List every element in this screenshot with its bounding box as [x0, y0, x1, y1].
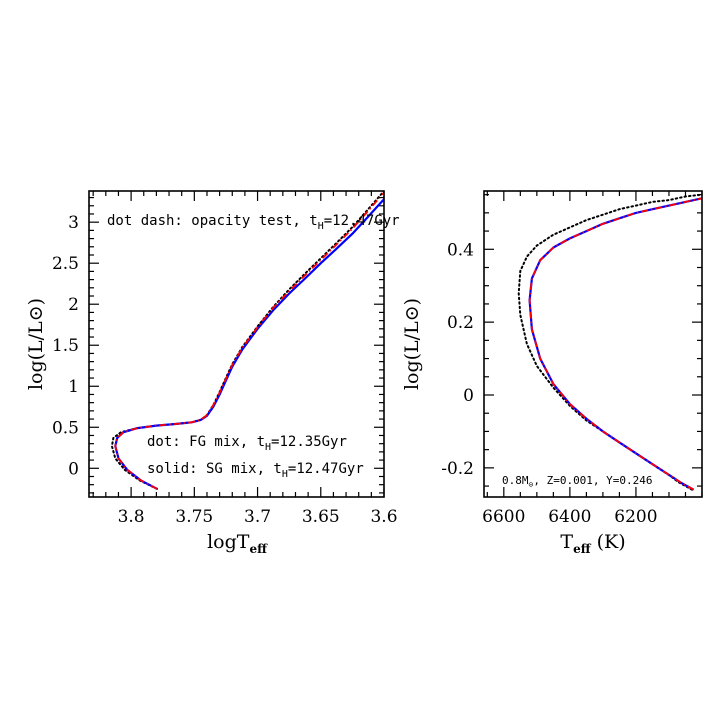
x-tick-label: 3.75 — [175, 507, 213, 527]
series-line-dashdot — [528, 197, 702, 491]
left-curves — [110, 191, 384, 490]
left-tick-labels: 3.8 3.75 3.7 3.65 3.6 0 0.5 1 1.5 2 2.5 3 — [52, 213, 398, 527]
x-tick-label: 3.65 — [302, 507, 340, 527]
y-tick-label: 3 — [68, 213, 79, 233]
x-tick-label: 6200 — [614, 507, 657, 527]
y-tick-label: 0.4 — [447, 240, 474, 260]
y-tick-label: 2.5 — [52, 254, 79, 274]
y-tick-label: 2 — [68, 295, 79, 315]
right-curves — [517, 193, 702, 491]
right-panel: 6600 6400 6200 -0.2 0 0.2 0.4 Teff (K) log(L/L… — [401, 190, 703, 556]
annotation-opacity-test: dot dash: opacity test, tH=12.47Gyr — [107, 213, 400, 232]
right-tick-labels: 6600 6400 6200 -0.2 0 0.2 0.4 — [441, 240, 657, 527]
y-tick-label: 0.5 — [52, 418, 79, 438]
x-tick-label: 3.8 — [118, 507, 145, 527]
annotation-sg-mix: solid: SG mix, tH=12.47Gyr — [147, 461, 364, 480]
annotation-fg-mix: dot: FG mix, tH=12.35Gyr — [147, 434, 347, 453]
y-tick-label: 1 — [68, 377, 79, 397]
y-tick-label: 0 — [68, 459, 79, 479]
left-panel: 3.8 3.75 3.7 3.65 3.6 0 0.5 1 1.5 2 2.5 3 logTeff l… — [25, 190, 400, 556]
y-tick-label: 1.5 — [52, 336, 79, 356]
left-ticks — [89, 191, 385, 497]
series-line-solid — [528, 197, 702, 491]
x-tick-label: 6600 — [482, 507, 525, 527]
right-x-axis-label: Teff (K) — [560, 531, 625, 556]
series-line-dashdot — [114, 192, 384, 490]
left-x-axis-label: logTeff — [207, 531, 268, 556]
y-tick-label: -0.2 — [441, 459, 474, 479]
x-tick-label: 3.6 — [370, 507, 397, 527]
right-y-axis-label: log(L/L⊙) — [401, 298, 423, 390]
left-y-axis-label: log(L/L⊙) — [25, 298, 47, 390]
y-tick-label: 0 — [463, 386, 474, 406]
y-tick-label: 0.2 — [447, 313, 474, 333]
x-tick-label: 6400 — [548, 507, 591, 527]
left-plot-frame — [88, 190, 385, 498]
annotation-model-params: 0.8M⊙, Z=0.001, Y=0.246 — [502, 474, 653, 489]
right-plot-frame — [483, 190, 703, 498]
right-ticks — [484, 191, 703, 497]
series-line-dotted — [517, 193, 702, 491]
series-line-solid — [114, 198, 384, 490]
x-tick-label: 3.7 — [244, 507, 271, 527]
